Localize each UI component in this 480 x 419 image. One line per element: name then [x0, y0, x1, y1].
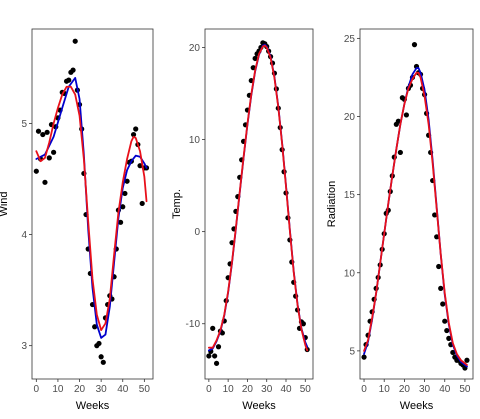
x-tick-label: 0: [361, 384, 367, 395]
data-point: [215, 344, 222, 350]
data-point: [72, 38, 78, 44]
smooth-line-red: [207, 44, 309, 352]
plot-area: [361, 42, 470, 371]
data-point: [397, 149, 403, 156]
y-tick-label: 4: [21, 230, 27, 241]
x-tick-label: 20: [399, 384, 411, 395]
data-point: [432, 212, 438, 218]
x-tick-label: 50: [459, 384, 471, 395]
smooth-line-red: [363, 71, 468, 366]
smooth-line-blue: [207, 43, 309, 352]
data-point: [411, 42, 418, 48]
data-point: [436, 263, 442, 270]
data-point: [438, 285, 444, 291]
data-point: [403, 112, 410, 118]
data-point: [434, 234, 440, 240]
y-axis-title: Radiation: [326, 181, 338, 227]
y-tick-label: 20: [189, 43, 201, 54]
x-tick-label: 30: [419, 384, 431, 395]
data-point: [442, 318, 448, 324]
y-tick-label: 0: [194, 227, 200, 238]
data-point: [133, 126, 139, 132]
data-point: [35, 128, 42, 134]
data-point: [66, 77, 72, 83]
data-point: [92, 324, 98, 330]
x-tick-label: 20: [74, 384, 86, 395]
x-tick-label: 0: [206, 384, 212, 395]
y-tick-label: 5: [349, 346, 355, 357]
x-tick-label: 30: [261, 384, 273, 395]
x-tick-label: 10: [223, 384, 235, 395]
y-tick-label: 20: [344, 112, 356, 123]
data-point: [96, 340, 102, 347]
data-point: [446, 335, 452, 341]
data-point: [117, 219, 124, 225]
y-tick-label: 5: [21, 119, 27, 130]
x-tick-label: 10: [52, 384, 64, 395]
data-point: [137, 163, 143, 169]
data-point: [210, 325, 216, 331]
y-tick-label: 10: [189, 135, 201, 146]
chart-panel-2: 0 10 20 30 40 50 -10 0 10 20 Weeks Temp.: [171, 28, 314, 412]
data-point: [122, 190, 128, 197]
x-tick-label: 50: [139, 384, 151, 395]
data-point: [444, 327, 450, 334]
data-point: [120, 204, 126, 210]
plot-panel-border: [31, 28, 154, 380]
data-point: [130, 131, 137, 138]
data-point: [252, 55, 258, 62]
x-axis-title: Weeks: [242, 400, 276, 412]
y-tick-label: 25: [344, 34, 356, 45]
data-point: [212, 353, 218, 359]
data-point: [361, 354, 367, 360]
x-tick-label: 20: [242, 384, 254, 395]
x-tick-label: 40: [280, 384, 292, 395]
data-point: [46, 155, 52, 161]
plot-panel-border: [204, 28, 314, 380]
smooth-line-red: [35, 85, 148, 332]
x-tick-label: 40: [439, 384, 451, 395]
data-point: [139, 200, 145, 207]
data-point: [250, 65, 256, 71]
data-point: [42, 179, 48, 185]
x-axis-title: Weeks: [400, 400, 434, 412]
chart-panel-1: 0 10 20 30 40 50 3 4 5 Weeks Wind: [0, 28, 154, 412]
smooth-line-blue: [35, 76, 148, 339]
data-point: [213, 360, 220, 366]
smooth-line-blue: [363, 67, 468, 368]
chart-panel-3: 0 10 20 30 40 50 5 10 15 20 25 Weeks Radiation: [326, 28, 474, 412]
x-tick-label: 40: [117, 384, 129, 395]
data-point: [98, 354, 104, 360]
data-point: [40, 131, 46, 138]
y-axis-title: Wind: [0, 191, 10, 216]
y-tick-label: 15: [344, 190, 356, 201]
y-axis-title: Temp.: [171, 189, 183, 219]
data-point: [440, 301, 446, 307]
plot-area: [33, 38, 150, 365]
data-point: [70, 67, 76, 73]
y-tick-label: -10: [186, 319, 201, 330]
x-tick-label: 50: [300, 384, 312, 395]
data-point: [124, 178, 130, 184]
data-point: [450, 349, 456, 356]
y-tick-label: 10: [344, 268, 356, 279]
y-tick-label: 3: [21, 341, 27, 352]
data-point: [206, 353, 212, 359]
plot-area: [206, 40, 310, 366]
plot-panel-border: [359, 28, 474, 380]
x-tick-label: 0: [34, 384, 40, 395]
data-point: [33, 168, 39, 174]
data-point: [464, 357, 470, 363]
x-axis-title: Weeks: [76, 400, 110, 412]
x-tick-label: 10: [379, 384, 391, 395]
x-tick-label: 30: [96, 384, 108, 395]
data-point: [100, 359, 106, 365]
data-point: [300, 321, 306, 327]
data-point: [395, 118, 401, 124]
data-point: [51, 149, 57, 155]
data-point: [44, 129, 50, 135]
